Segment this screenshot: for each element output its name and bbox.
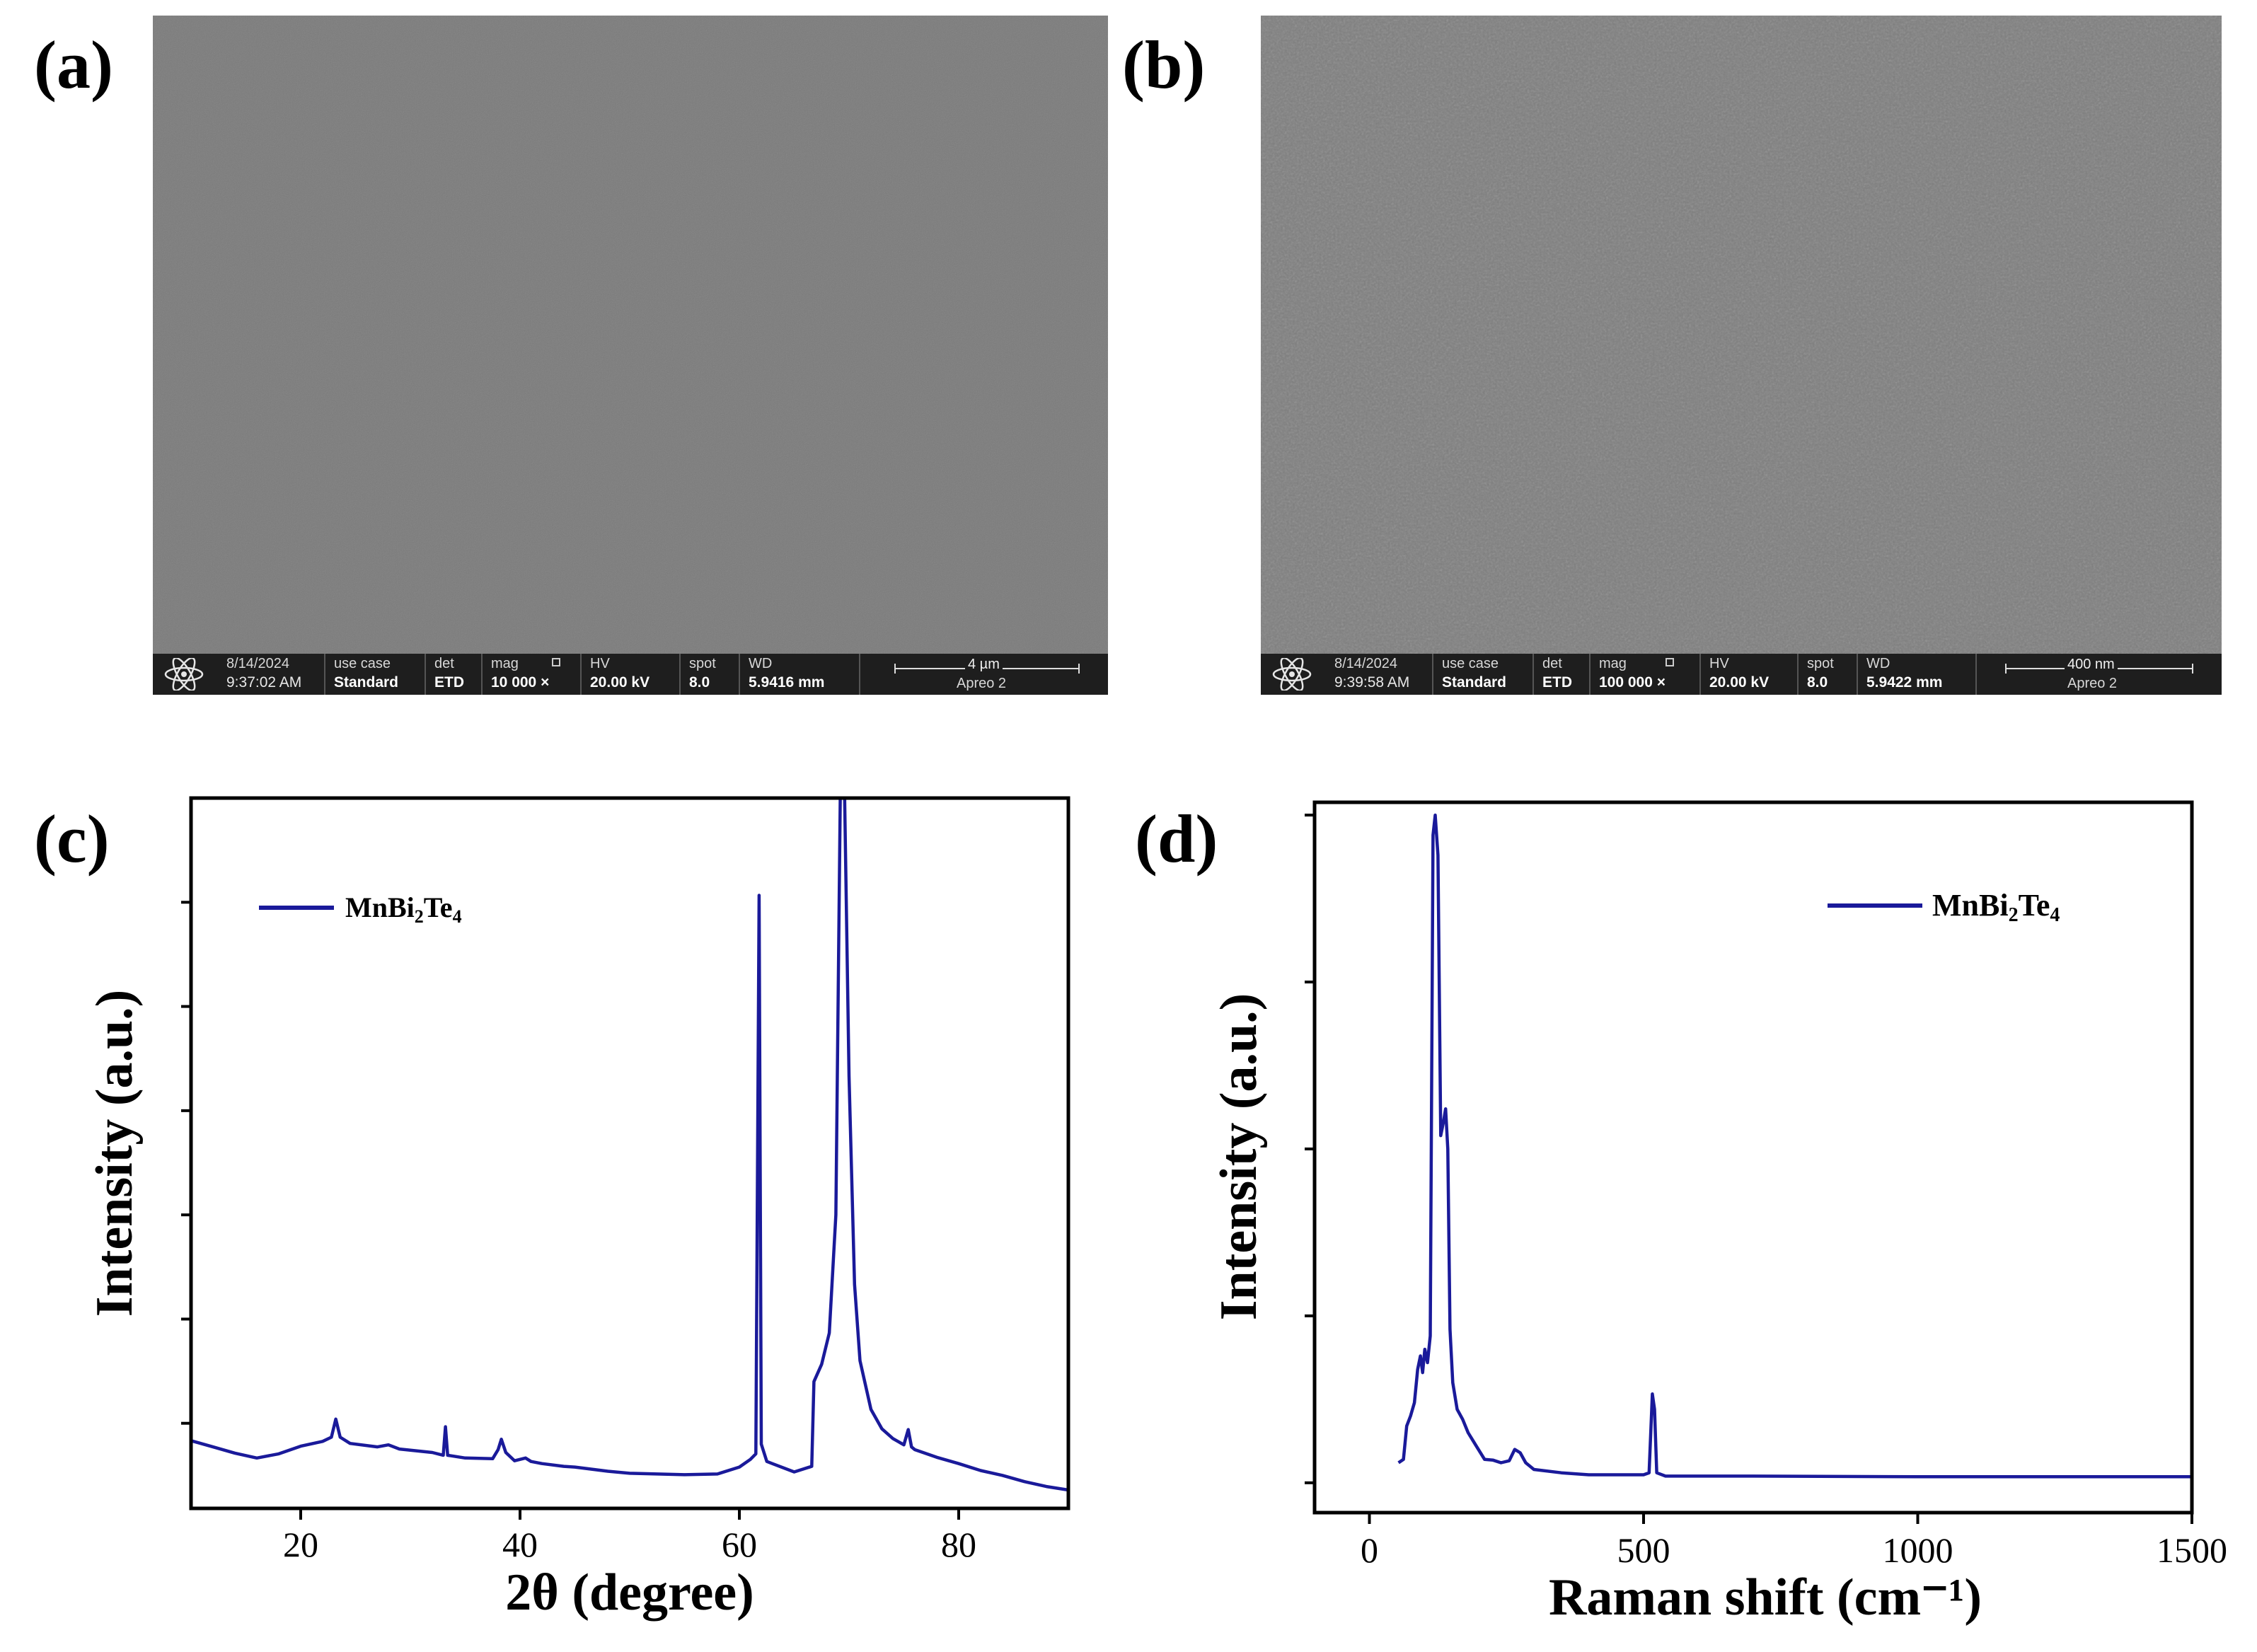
sem-spot-key: spot (1807, 656, 1834, 671)
sem-spot-val: 8.0 (689, 674, 710, 691)
sem-usecase-b: use case Standard (1432, 654, 1532, 695)
sem-usecase-key: use case (1442, 656, 1499, 671)
sem-date: 8/14/2024 (1334, 656, 1397, 671)
sem-scalebar-a: 4 µm Apreo 2 (859, 654, 1108, 695)
panel-label-c: (c) (34, 801, 110, 877)
series-line-MnBi2Te4 (1397, 813, 2192, 1479)
sem-wd-val: 5.9416 mm (749, 674, 825, 691)
sem-det-b: det ETD (1532, 654, 1589, 695)
sem-mag-key: mag (1599, 656, 1627, 671)
y-axis-label: Intensity (a.u.) (86, 990, 144, 1317)
sem-time: 9:39:58 AM (1334, 674, 1410, 691)
x-tick-label: 0 (1361, 1530, 1378, 1570)
axis-ticks: 0 500 1000 1500 (1305, 814, 2227, 1570)
sem-det-key: det (1542, 656, 1562, 671)
sem-mag-icon (552, 658, 560, 666)
sem-hv-a: HV 20.00 kV (580, 654, 679, 695)
sem-wd-a: WD 5.9416 mm (739, 654, 852, 695)
x-tick-label: 40 (502, 1525, 538, 1564)
sem-wd-b: WD 5.9422 mm (1857, 654, 1970, 695)
series-line-MnBi2Te4 (190, 796, 1069, 1492)
x-tick-label: 80 (941, 1525, 976, 1564)
xrd-series-group (190, 796, 1069, 1492)
sem-det-val: ETD (434, 674, 464, 691)
x-tick-label: 20 (283, 1525, 318, 1564)
sem-texture-b (1261, 16, 2222, 654)
sem-scale-label: 4 µm (965, 657, 1003, 673)
sem-wd-key: WD (749, 656, 773, 671)
atom-icon (1272, 658, 1312, 691)
sem-instrument: Apreo 2 (957, 676, 1007, 691)
y-axis-label: Intensity (a.u.) (1210, 993, 1268, 1321)
sem-info-bar-a: 8/14/2024 9:37:02 AM use case Standard d… (153, 654, 1108, 695)
sem-det-val: ETD (1542, 674, 1572, 691)
sem-instrument: Apreo 2 (2067, 676, 2118, 691)
x-tick-label: 1000 (1883, 1530, 1953, 1570)
x-axis-label: 2θ (degree) (505, 1564, 754, 1622)
sem-date: 8/14/2024 (226, 656, 289, 671)
sem-info-bar-b: 8/14/2024 9:39:58 AM use case Standard d… (1261, 654, 2222, 695)
sem-mag-a: mag 10 000 × (481, 654, 580, 695)
sem-mag-val: 100 000 × (1599, 674, 1666, 691)
sem-wd-key: WD (1866, 656, 1891, 671)
sem-hv-key: HV (1709, 656, 1729, 671)
plot-frame (1312, 800, 2194, 1515)
sem-scalebar-b: 400 nm Apreo 2 (1975, 654, 2222, 695)
sem-time: 9:37:02 AM (226, 674, 302, 691)
axis-ticks: 20 40 60 80 (181, 901, 976, 1564)
x-axis-label: Raman shift (cm⁻¹) (1549, 1569, 1982, 1627)
atom-icon (164, 658, 204, 691)
sem-mag-key: mag (491, 656, 519, 671)
panel-label-a: (a) (34, 27, 113, 103)
sem-det-a: det ETD (425, 654, 481, 695)
panel-label-d: (d) (1135, 801, 1218, 877)
sem-usecase-a: use case Standard (324, 654, 425, 695)
sem-spot-b: spot 8.0 (1797, 654, 1857, 695)
raman-chart: 0 500 1000 1500 MnBi2Te4 Raman shift (cm⁻¹)… (1210, 800, 2227, 1627)
sem-image-a: 8/14/2024 9:37:02 AM use case Standard d… (153, 16, 1108, 695)
x-tick-label: 500 (1617, 1530, 1670, 1570)
sem-scale-label: 400 nm (2065, 657, 2118, 673)
legend-label: MnBi2Te4 (1932, 888, 2060, 926)
sem-usecase-val: Standard (1442, 674, 1507, 691)
sem-spot-key: spot (689, 656, 716, 671)
sem-hv-val: 20.00 kV (590, 674, 650, 691)
plot-frame (189, 796, 1070, 1511)
sem-spot-a: spot 8.0 (679, 654, 739, 695)
panel-label-b: (b) (1122, 27, 1206, 103)
sem-spot-val: 8.0 (1807, 674, 1828, 691)
sem-wd-val: 5.9422 mm (1866, 674, 1943, 691)
sem-det-key: det (434, 656, 454, 671)
sem-mag-b: mag 100 000 × (1589, 654, 1699, 695)
sem-hv-val: 20.00 kV (1709, 674, 1770, 691)
raman-series-group (1397, 813, 2192, 1479)
x-tick-label: 1500 (2157, 1530, 2227, 1570)
sem-mag-val: 10 000 × (491, 674, 550, 691)
sem-hv-b: HV 20.00 kV (1699, 654, 1797, 695)
sem-image-b: 8/14/2024 9:39:58 AM use case Standard d… (1261, 16, 2222, 695)
sem-datetime-b: 8/14/2024 9:39:58 AM (1326, 654, 1432, 695)
x-tick-label: 60 (722, 1525, 757, 1564)
sem-usecase-key: use case (334, 656, 391, 671)
sem-mag-icon (1666, 658, 1674, 666)
legend-label: MnBi2Te4 (345, 891, 462, 927)
sem-usecase-val: Standard (334, 674, 399, 691)
sem-texture-a (153, 16, 1108, 654)
sem-datetime-a: 8/14/2024 9:37:02 AM (218, 654, 324, 695)
sem-hv-key: HV (590, 656, 610, 671)
xrd-chart: 20 40 60 80 MnBi2Te4 2θ (degree) Intensity … (86, 796, 1070, 1622)
